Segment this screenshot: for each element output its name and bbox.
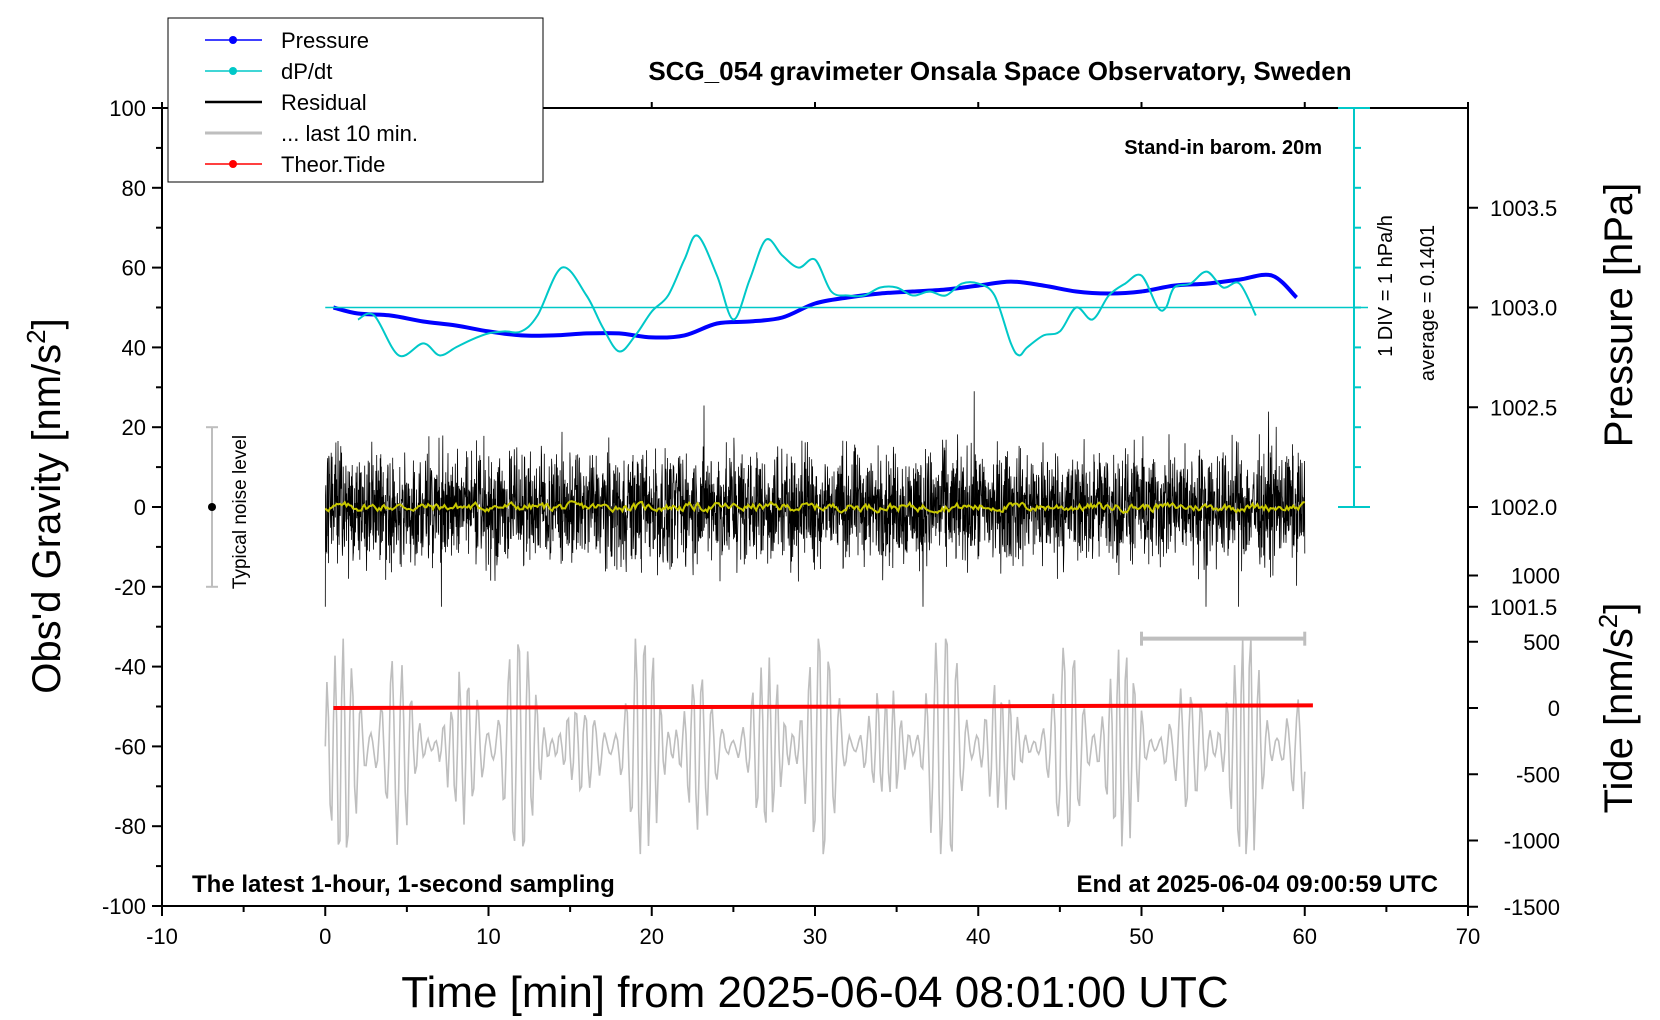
barometer-note: Stand-in barom. 20m: [1124, 137, 1322, 159]
theor-tide-line: [333, 703, 1313, 710]
x-tick-label: 0: [319, 924, 331, 949]
y-axis-label-sup: 2: [21, 329, 51, 343]
noise-level-note: Typical noise level: [230, 435, 251, 589]
x-tick-label: 20: [640, 924, 664, 949]
y-tick-label: 100: [109, 96, 146, 121]
y-tick-label: 60: [122, 256, 146, 281]
tide-layer: [324, 631, 1313, 855]
pressure-line: [332, 272, 1299, 340]
legend-marker: [229, 160, 237, 168]
y-tick-label: -80: [114, 814, 146, 839]
legend-marker: [229, 36, 237, 44]
x-axis-label: Time [min] from 2025-06-04 08:01:00 UTC: [401, 968, 1228, 1017]
legend: Pressure dP/dt Residual ... last 10 min. The…: [167, 17, 544, 183]
tide-tick-label: 500: [1523, 630, 1560, 655]
x-tick-label: 40: [966, 924, 990, 949]
legend-label: Residual: [281, 90, 367, 115]
tide-axis-label-close: ]: [1597, 603, 1641, 614]
dpdt-layer: [325, 234, 1368, 358]
tide-tick-label: -1000: [1504, 829, 1560, 854]
y-tick-label: 80: [122, 176, 146, 201]
last-10-min-line: [324, 638, 1306, 855]
chart-title: SCG_054 gravimeter Onsala Space Observat…: [648, 56, 1351, 86]
axis-layer: -10 0 10 20 30 40 50 60 70100806040200-20-40-60-…: [102, 96, 1560, 949]
y-tick-label: 20: [122, 415, 146, 440]
x-tick-label: 50: [1129, 924, 1153, 949]
x-tick-label: 30: [803, 924, 827, 949]
pressure-layer: [332, 272, 1299, 340]
tide-axis-label: Tide [nm/s2]: [1593, 603, 1641, 814]
pressure-tick-label: 1003.5: [1490, 196, 1557, 221]
residual-mean-line: [324, 500, 1305, 515]
pressure-tick-label: 1003.0: [1490, 296, 1557, 321]
legend-label: ... last 10 min.: [281, 121, 418, 146]
tide-axis-label-text: Tide [nm/s: [1597, 628, 1641, 813]
legend-marker: [229, 67, 237, 75]
y-tick-label: 0: [134, 495, 146, 520]
bottom-left-note: The latest 1-hour, 1-second sampling: [192, 871, 615, 898]
x-tick-label: -10: [146, 924, 178, 949]
dpdt-line: [357, 234, 1257, 358]
pressure-tick-label: 1001.5: [1490, 595, 1557, 620]
y-axis-label-close: ]: [25, 318, 69, 329]
x-tick-label: 70: [1456, 924, 1480, 949]
average-note: average = 0.1401: [1417, 225, 1439, 381]
y-tick-label: -40: [114, 655, 146, 680]
pressure-axis-label: Pressure [hPa]: [1597, 183, 1641, 448]
y-axis-label-text: Obs'd Gravity [nm/s: [25, 344, 69, 694]
div-note: 1 DIV = 1 hPa/h: [1375, 215, 1397, 357]
y-tick-label: -60: [114, 734, 146, 759]
y-axis-label: Obs'd Gravity [nm/s2]: [21, 318, 69, 694]
pressure-tick-label: 1002.5: [1490, 395, 1557, 420]
legend-label: Theor.Tide: [281, 152, 385, 177]
tide-tick-label: -1500: [1504, 895, 1560, 920]
x-tick-label: 10: [476, 924, 500, 949]
noise-bar-dot: [208, 503, 216, 511]
residual-line: [324, 391, 1306, 607]
tide-tick-label: -500: [1516, 762, 1560, 787]
bottom-right-note: End at 2025-06-04 09:00:59 UTC: [1077, 871, 1439, 898]
legend-box: [167, 17, 544, 183]
tide-axis-label-sup: 2: [1593, 614, 1623, 628]
legend-label: dP/dt: [281, 59, 332, 84]
residual-layer: [324, 391, 1306, 607]
y-tick-label: -100: [102, 894, 146, 919]
pressure-tick-label: 1002.0: [1490, 495, 1557, 520]
tide-tick-label: 0: [1548, 696, 1560, 721]
tide-tick-label: 1000: [1511, 564, 1560, 589]
y-tick-label: 40: [122, 335, 146, 360]
y-tick-label: -20: [114, 575, 146, 600]
legend-label: Pressure: [281, 28, 369, 53]
x-tick-label: 60: [1293, 924, 1317, 949]
